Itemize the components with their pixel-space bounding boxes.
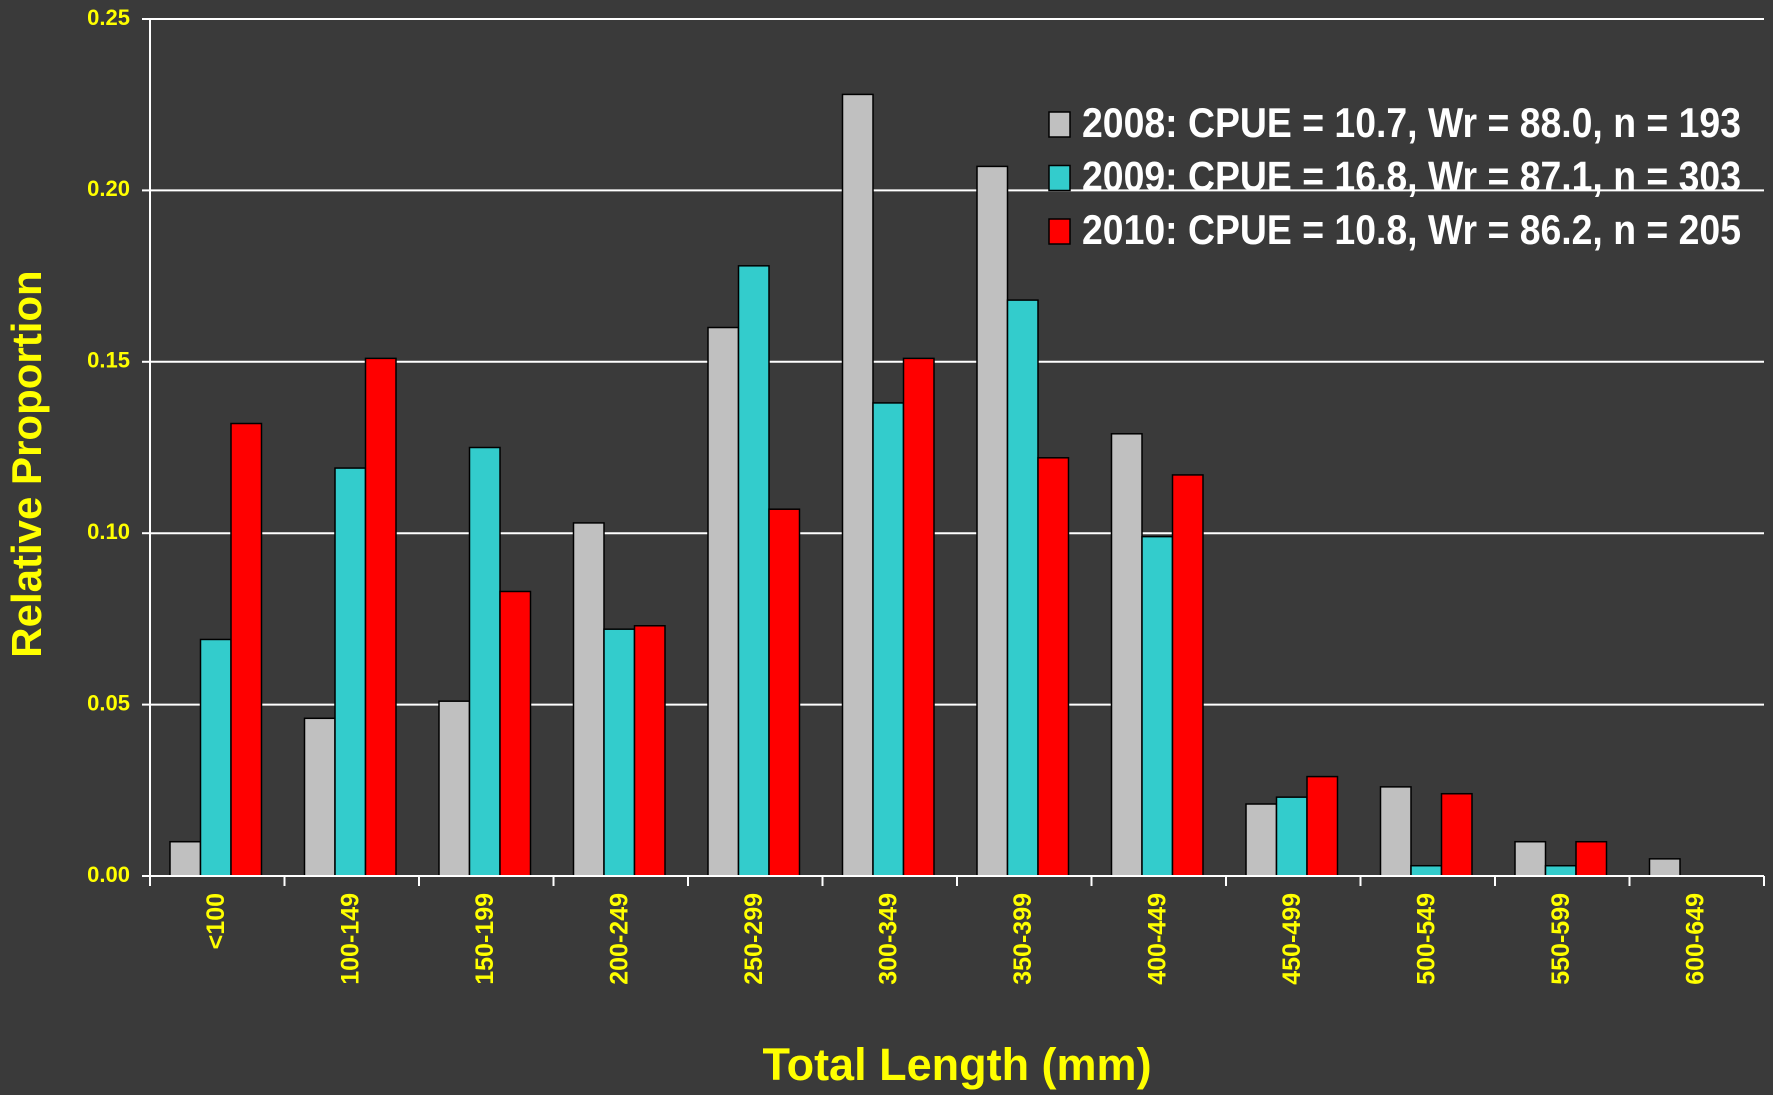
x-tick-label: 300-349: [874, 893, 902, 985]
x-tick-label: 350-399: [1009, 893, 1037, 985]
bar: [1006, 299, 1039, 877]
bar: [1306, 775, 1339, 877]
bar: [1110, 433, 1143, 877]
bar: [1037, 457, 1070, 877]
x-tick-label: 250-299: [740, 893, 768, 985]
legend-label: 2008: CPUE = 10.7, Wr = 88.0, n = 193: [1082, 99, 1741, 146]
x-tick-label: 400-449: [1143, 893, 1171, 985]
bar: [1171, 474, 1204, 877]
y-tick-label: 0.20: [87, 176, 130, 201]
bar: [438, 700, 471, 877]
bar: [1648, 858, 1681, 877]
legend-label: 2009: CPUE = 16.8, Wr = 87.1, n = 303: [1082, 153, 1741, 200]
bar: [1544, 864, 1577, 877]
bar: [572, 522, 605, 877]
x-tick-label: 100-149: [336, 893, 364, 985]
bar: [230, 422, 263, 877]
legend-label: 2010: CPUE = 10.8, Wr = 86.2, n = 205: [1082, 206, 1741, 253]
bar: [707, 326, 740, 877]
bar: [1514, 840, 1547, 877]
y-tick-label: 0.10: [87, 519, 130, 544]
x-tick-label: 600-649: [1681, 893, 1709, 985]
bar: [334, 467, 367, 877]
bar: [1575, 840, 1608, 877]
x-tick-label: <100: [202, 893, 230, 949]
legend-swatch: [1048, 111, 1071, 138]
bar: [902, 357, 935, 877]
bar: [499, 590, 532, 877]
y-axis-title: Relative Proportion: [3, 270, 50, 657]
bar: [768, 508, 801, 877]
y-tick-label: 0.25: [87, 5, 130, 30]
bar: [468, 446, 501, 877]
bar: [841, 93, 874, 877]
bar: [737, 265, 770, 877]
bar: [872, 402, 905, 877]
bar: [364, 357, 397, 877]
bar: [603, 628, 636, 877]
bar: [303, 717, 336, 877]
x-tick-label: 550-599: [1547, 893, 1575, 985]
x-axis-title: Total Length (mm): [762, 1039, 1151, 1090]
y-tick-label: 0.05: [87, 690, 130, 715]
x-tick-label: 500-549: [1412, 893, 1440, 985]
bar: [169, 840, 202, 877]
bar: [1275, 796, 1308, 877]
x-tick-label: 200-249: [605, 893, 633, 985]
x-tick-label: 450-499: [1278, 893, 1306, 985]
bar: [976, 165, 1009, 877]
y-tick-label: 0.15: [87, 348, 130, 373]
legend-swatch: [1048, 218, 1071, 245]
bar: [1245, 803, 1278, 877]
y-tick-label: 0.00: [87, 862, 130, 887]
bar: [633, 625, 666, 877]
bar: [1379, 786, 1412, 877]
legend-swatch: [1048, 164, 1071, 192]
bar: [1440, 792, 1473, 877]
x-tick-label: 150-199: [471, 893, 499, 985]
bar: [1141, 535, 1174, 877]
bar: [1410, 864, 1443, 877]
bar: [199, 638, 232, 877]
